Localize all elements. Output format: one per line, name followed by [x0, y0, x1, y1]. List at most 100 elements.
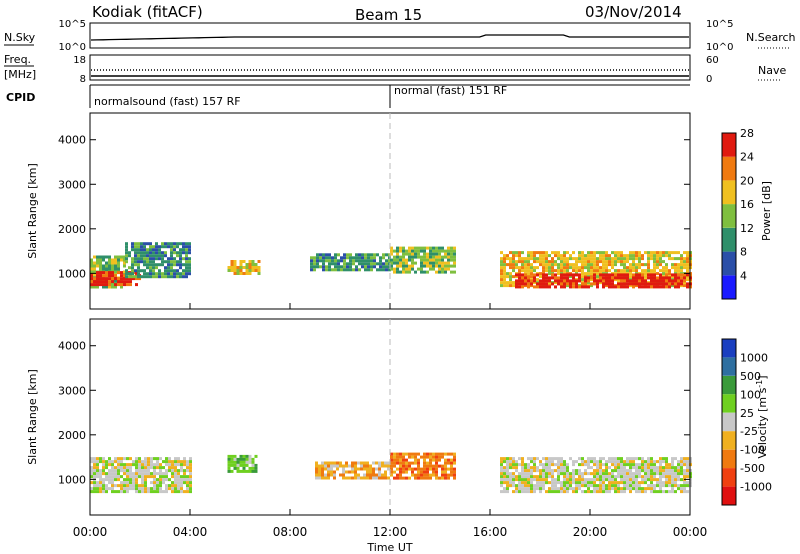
- power-cell: [629, 251, 632, 255]
- velocity-cell: [144, 487, 147, 491]
- velocity-cell: [632, 487, 635, 491]
- power-cell: [337, 265, 340, 269]
- velocity-cell: [447, 458, 450, 462]
- velocity-cell: [393, 452, 396, 456]
- power-cell: [322, 262, 325, 266]
- velocity-cell: [171, 487, 174, 491]
- power-cell: [632, 260, 635, 264]
- power-cell: [179, 242, 182, 246]
- power-cell: [587, 266, 590, 270]
- power-cell: [128, 254, 131, 258]
- power-cell: [524, 282, 527, 286]
- velocity-cell: [551, 469, 554, 473]
- velocity-cell: [674, 469, 677, 473]
- power-cell: [251, 266, 255, 269]
- velocity-cell: [450, 464, 453, 468]
- power-cell: [674, 282, 677, 286]
- power-cell: [405, 267, 408, 271]
- velocity-cell: [587, 484, 590, 488]
- velocity-cell: [162, 460, 165, 464]
- power-cell: [632, 276, 635, 280]
- velocity-cell: [605, 484, 608, 488]
- power-cell: [611, 276, 614, 280]
- power-cell: [554, 269, 557, 273]
- power-cell: [146, 260, 149, 264]
- velocity-cell: [402, 452, 405, 456]
- power-cell: [593, 282, 596, 286]
- velocity-cell: [617, 481, 620, 485]
- power-cell: [608, 263, 611, 267]
- power-cell: [450, 258, 453, 262]
- power-cell: [566, 284, 569, 288]
- velocity-cell: [315, 464, 318, 468]
- velocity-cell: [563, 460, 566, 464]
- power-cell: [563, 260, 566, 264]
- power-cell: [620, 257, 623, 261]
- power-cell: [399, 261, 402, 265]
- power-cell: [93, 270, 96, 274]
- velocity-cell: [248, 466, 252, 470]
- power-cell: [349, 259, 352, 263]
- velocity-cell: [515, 484, 518, 488]
- velocity-cell: [680, 469, 683, 473]
- power-cell: [524, 273, 527, 277]
- power-cell: [500, 260, 503, 264]
- velocity-cell: [602, 481, 605, 485]
- velocity-cell: [659, 469, 662, 473]
- power-cell: [385, 265, 388, 269]
- velocity-cell: [551, 463, 554, 467]
- velocity-cell: [647, 460, 650, 464]
- power-cell: [638, 282, 641, 286]
- power-cell: [164, 266, 167, 270]
- velocity-cell: [248, 469, 252, 473]
- power-cell: [680, 282, 683, 286]
- power-cell: [111, 274, 114, 278]
- velocity-cell: [557, 475, 560, 479]
- velocity-cell: [435, 461, 438, 465]
- power-cell: [251, 269, 255, 272]
- velocity-cell: [590, 490, 593, 494]
- velocity-cell: [333, 461, 336, 465]
- power-cell: [251, 263, 255, 266]
- power-cell: [650, 251, 653, 255]
- velocity-cell: [686, 463, 689, 467]
- freq-label: Freq.: [4, 53, 31, 66]
- velocity-cell: [99, 487, 102, 491]
- velocity-cell: [357, 473, 360, 477]
- power-cell: [515, 279, 518, 283]
- power-cell: [438, 270, 441, 274]
- power-cell: [602, 278, 605, 282]
- power-cell: [512, 251, 515, 255]
- velocity-cell: [623, 460, 626, 464]
- velocity-cell: [321, 473, 324, 477]
- velocity-cell: [384, 473, 387, 477]
- power-cell: [420, 258, 423, 262]
- power-cell: [599, 269, 602, 273]
- velocity-cell: [665, 478, 668, 482]
- power-cell: [164, 245, 167, 249]
- velocity-cell: [509, 481, 512, 485]
- power-cell: [358, 259, 361, 263]
- power-cell: [527, 254, 530, 258]
- velocity-cell: [650, 487, 653, 491]
- velocity-cell: [156, 472, 159, 476]
- velocity-cell: [330, 464, 333, 468]
- power-cell: [382, 265, 385, 269]
- velocity-cell: [108, 469, 111, 473]
- velocity-cell: [521, 478, 524, 482]
- velocity-cell: [102, 490, 105, 494]
- power-cell: [665, 282, 668, 286]
- power-cell: [515, 285, 518, 289]
- velocity-cell: [545, 469, 548, 473]
- power-cell: [450, 270, 453, 274]
- velocity-cell: [614, 481, 617, 485]
- power-cell: [188, 245, 191, 249]
- velocity-cell: [230, 469, 234, 473]
- velocity-cell: [435, 467, 438, 471]
- power-cell: [90, 270, 93, 274]
- power-cell: [503, 281, 506, 285]
- velocity-cell: [99, 475, 102, 479]
- velocity-cell: [114, 478, 117, 482]
- power-cell: [170, 257, 173, 261]
- power-cell: [677, 257, 680, 261]
